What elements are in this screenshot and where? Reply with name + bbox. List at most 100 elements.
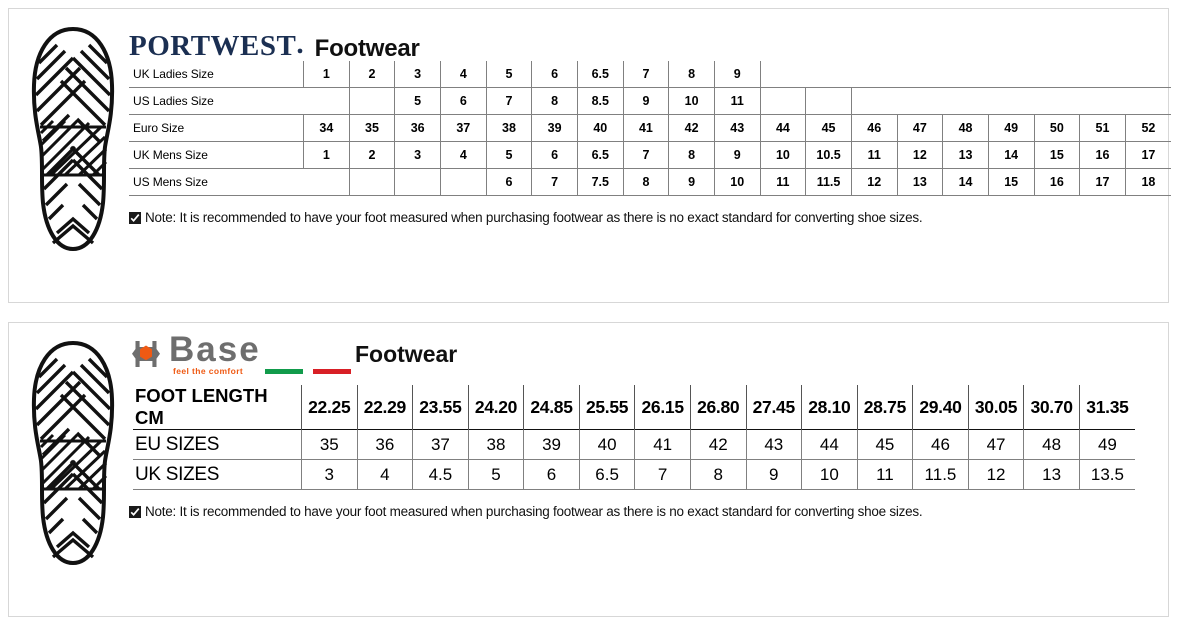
cell: 5	[485, 61, 532, 88]
cell: 3	[394, 141, 441, 169]
cell	[1034, 88, 1080, 115]
cell: 16	[1079, 141, 1126, 169]
cell: 49	[987, 114, 1034, 142]
cell: 7	[622, 61, 669, 88]
base-hex-icon	[129, 339, 163, 369]
cell	[304, 169, 350, 196]
table-row: UK Ladies Size 1 2 3 4 5 6 6.5 7 8 9	[129, 61, 1171, 88]
cell: 28.10	[801, 385, 858, 430]
cell: 5	[485, 141, 532, 169]
cell: 6.5	[576, 61, 624, 88]
base-title-suffix: Footwear	[355, 340, 458, 367]
cell: 46	[912, 429, 969, 460]
cell: 8.5	[576, 87, 624, 115]
cell	[348, 168, 395, 196]
cell: 8	[668, 61, 715, 88]
portwest-panel: PORTWEST. Footwear UK Ladies Size 1 2 3 …	[8, 8, 1171, 303]
cell: 11	[759, 168, 806, 196]
cell	[1080, 61, 1126, 88]
cell: 17	[1079, 168, 1126, 196]
cell: 14	[987, 141, 1034, 169]
cell: 10	[668, 87, 715, 115]
portwest-content: PORTWEST. Footwear UK Ladies Size 1 2 3 …	[121, 9, 1171, 225]
cell: 10	[713, 168, 761, 196]
base-tagline: feel the comfort	[173, 366, 244, 376]
cell: 10	[759, 141, 806, 169]
cell: 22.29	[356, 385, 413, 430]
cell: 6	[531, 141, 578, 169]
row-label: EU SIZES	[135, 433, 220, 455]
cell: 42	[689, 429, 746, 460]
cell: 35	[348, 114, 395, 142]
row-label: Euro Size	[133, 121, 185, 135]
cell	[348, 87, 395, 115]
cell	[988, 61, 1034, 88]
cell: 4.5	[412, 459, 469, 490]
cell: 38	[467, 429, 524, 460]
cell: 4	[439, 61, 487, 88]
cell: 5	[467, 459, 524, 490]
cell: 7	[622, 141, 669, 169]
cell: 9	[668, 168, 715, 196]
table-row: EU SIZES 35 36 37 38 39 40 41 42 43 44 4…	[133, 429, 1135, 460]
base-header: Base feel the comfort Footwear	[121, 323, 1160, 385]
base-note: Note: It is recommended to have your foo…	[121, 504, 1160, 519]
table-row: US Mens Size 6 7 7.5 8 9 10 11 11.5 12	[129, 168, 1171, 196]
portwest-logo: PORTWEST	[129, 30, 297, 62]
cell: 40	[578, 429, 635, 460]
cell: 3	[301, 459, 358, 490]
table-row: FOOT LENGTH CM 22.25 22.29 23.55 24.20 2…	[133, 385, 1135, 430]
cell: 30.70	[1023, 385, 1080, 430]
cell: 15	[987, 168, 1034, 196]
cell: 12	[850, 168, 898, 196]
cell: 10.5	[805, 141, 852, 169]
cell: 24.85	[523, 385, 580, 430]
cell: 12	[967, 459, 1024, 490]
portwest-size-table: UK Ladies Size 1 2 3 4 5 6 6.5 7 8 9	[129, 61, 1171, 196]
cell: 49	[1078, 429, 1135, 460]
cell: 8	[668, 141, 715, 169]
cell: 13	[1023, 459, 1080, 490]
cell: 2	[348, 61, 395, 88]
cell: 43	[713, 114, 761, 142]
cell: 28.75	[856, 385, 913, 430]
portwest-logo-dot: .	[296, 28, 304, 60]
cell: 26.80	[689, 385, 746, 430]
cell: 13	[896, 168, 943, 196]
cell: 27.45	[745, 385, 802, 430]
cell: 37	[412, 429, 469, 460]
cell: 26.15	[634, 385, 691, 430]
cell	[897, 61, 943, 88]
row-label: US Mens Size	[133, 175, 208, 189]
cell: 38	[485, 114, 532, 142]
cell: 42	[668, 114, 715, 142]
cell: 40	[576, 114, 624, 142]
portwest-note: Note: It is recommended to have your foo…	[121, 210, 1160, 225]
cell: 34	[303, 114, 350, 142]
cell: 7	[485, 87, 532, 115]
row-label: UK SIZES	[135, 463, 220, 485]
cell	[439, 168, 487, 196]
cell	[988, 88, 1034, 115]
cell: 6	[439, 87, 487, 115]
base-logo-text: Base	[169, 330, 261, 369]
cell	[1125, 61, 1171, 88]
base-content: Base feel the comfort Footwear FOOT LENG…	[121, 323, 1160, 519]
cell: 11.5	[912, 459, 969, 490]
flag-red-bar	[313, 369, 351, 374]
cell: 35	[301, 429, 358, 460]
cell: 14	[942, 168, 989, 196]
cell: 6.5	[576, 141, 624, 169]
table-row: US Ladies Size 5 6 7 8 8.5 9 10 11	[129, 87, 1171, 115]
cell: 44	[759, 114, 806, 142]
cell	[851, 61, 897, 88]
table-row: UK SIZES 3 4 4.5 5 6 6.5 7 8 9 10 11 11.…	[133, 459, 1135, 490]
base-panel: Base feel the comfort Footwear FOOT LENG…	[8, 322, 1169, 617]
cell	[1125, 88, 1171, 115]
cell: 48	[942, 114, 989, 142]
cell	[805, 87, 852, 115]
flag-green-bar	[265, 369, 303, 374]
cell: 7	[531, 168, 578, 196]
cell: 25.55	[578, 385, 635, 430]
